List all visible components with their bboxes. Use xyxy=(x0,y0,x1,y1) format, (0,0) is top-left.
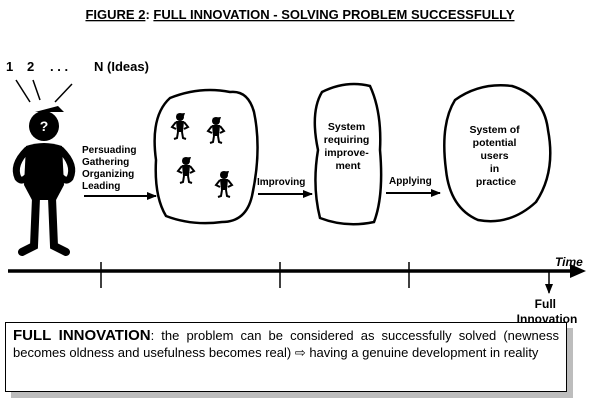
figure-title-prefix: FIGURE 2 xyxy=(85,7,145,22)
time-axis-ticks xyxy=(100,262,410,288)
improving-label: Improving xyxy=(257,177,305,188)
system-box-label: System requiring improve- ment xyxy=(324,121,372,172)
figure-title-main: FULL INNOVATION - SOLVING PROBLEM SUCCES… xyxy=(153,7,514,22)
action-gathering: Gathering xyxy=(82,157,129,168)
idea-2-label: 2 xyxy=(27,59,34,74)
full-innovation-line-1: Full xyxy=(535,297,556,311)
caption-box: FULL INNOVATION: the problem can be cons… xyxy=(5,322,567,392)
users-line-2: potential xyxy=(473,137,517,149)
idea-1-label: 1 xyxy=(6,59,13,74)
figure-title-separator: : xyxy=(145,7,153,22)
action-organizing: Organizing xyxy=(82,169,134,180)
system-line-3: improve- xyxy=(324,147,369,159)
system-line-4: ment xyxy=(335,160,361,172)
person-icon xyxy=(12,106,76,256)
users-line-1: System of xyxy=(469,124,520,136)
action-leading: Leading xyxy=(82,181,120,192)
users-line-3: users xyxy=(481,150,509,162)
users-box-label: System of potential users in practice xyxy=(469,124,522,188)
question-mark: ? xyxy=(40,118,49,134)
figure-title: FIGURE 2: FULL INNOVATION - SOLVING PROB… xyxy=(85,7,514,22)
team-blob xyxy=(153,88,259,225)
time-axis-arrowhead xyxy=(570,264,586,278)
system-line-1: System xyxy=(328,121,365,133)
users-box xyxy=(443,84,552,223)
action-persuading: Persuading xyxy=(82,145,136,156)
applying-label: Applying xyxy=(389,176,432,187)
idea-rays xyxy=(15,79,73,103)
users-line-5: practice xyxy=(476,176,516,188)
caption-lead: FULL INNOVATION xyxy=(13,327,151,344)
time-label: Time xyxy=(555,255,583,269)
ideas-n-label: N (Ideas) xyxy=(94,59,149,74)
users-line-4: in xyxy=(490,163,499,175)
caption-text: : the problem can be considered as succe… xyxy=(13,328,559,360)
system-line-2: requiring xyxy=(324,134,370,146)
team-actions-label: Persuading Gathering Organizing Leading xyxy=(82,145,139,192)
system-box xyxy=(313,82,383,226)
idea-dots: . . . xyxy=(50,59,68,74)
